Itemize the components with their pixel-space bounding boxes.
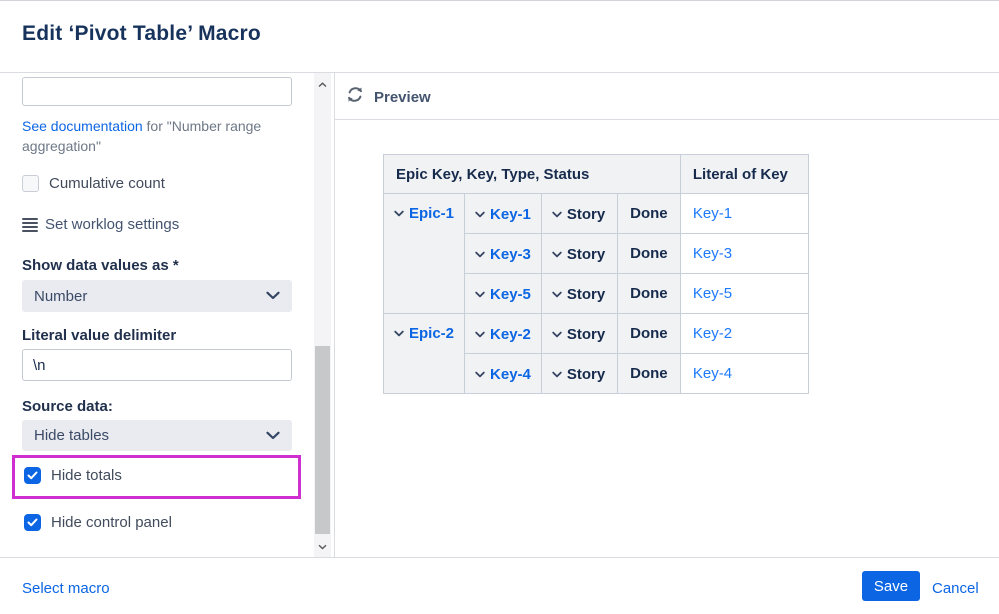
key-link[interactable]: Key-4	[490, 365, 531, 383]
status-cell: Done	[616, 313, 681, 354]
type-cell: Story	[540, 233, 618, 274]
key-cell: Key-4	[464, 353, 542, 394]
header-divider	[0, 72, 999, 73]
group-column-header: Epic Key, Key, Type, Status	[383, 154, 681, 194]
key-link[interactable]: Key-2	[490, 325, 531, 343]
documentation-note-text: for "Number range aggregation"	[22, 118, 262, 154]
hide-control-panel-checkbox[interactable]	[24, 514, 41, 531]
type-cell: Story	[540, 273, 618, 314]
scrollbar-thumb[interactable]	[315, 346, 330, 534]
save-button[interactable]: Save	[862, 571, 920, 601]
type-label: Story	[566, 285, 606, 303]
literal-cell: Key-2	[679, 313, 809, 354]
literal-cell: Key-1	[679, 193, 809, 234]
cumulative-count-row[interactable]: Cumulative count	[22, 175, 165, 192]
select-macro-link[interactable]: Select macro	[22, 580, 110, 597]
aggregation-input[interactable]	[22, 77, 292, 106]
source-data-select[interactable]: Hide tables	[22, 420, 292, 451]
epic-link[interactable]: Epic-1	[409, 205, 455, 222]
key-link[interactable]: Key-3	[490, 245, 531, 263]
status-cell: Done	[616, 353, 681, 394]
table-row: Key-4 Story Done Key-4	[384, 353, 809, 394]
type-label: Story	[566, 325, 606, 343]
literal-key-link[interactable]: Key-4	[692, 365, 733, 382]
worklog-settings-label: Set worklog settings	[45, 216, 180, 233]
literal-key-link[interactable]: Key-1	[692, 205, 733, 222]
literal-cell: Key-3	[679, 233, 809, 274]
hide-totals-label: Hide totals	[51, 467, 122, 484]
documentation-note: See documentation for "Number range aggr…	[22, 116, 302, 156]
preview-divider	[335, 119, 999, 120]
status-cell: Done	[616, 193, 681, 234]
key-cell: Key-5	[464, 273, 542, 314]
type-label: Story	[566, 245, 606, 263]
show-data-values-select[interactable]: Number	[22, 280, 292, 312]
literal-cell: Key-5	[679, 273, 809, 314]
epic-cell: Epic-2	[382, 313, 466, 394]
key-cell: Key-3	[464, 233, 542, 274]
panel-divider	[334, 73, 335, 558]
literal-key-link[interactable]: Key-2	[692, 325, 733, 342]
left-panel-scrollbar[interactable]	[314, 73, 331, 558]
see-documentation-link[interactable]: See documentation	[22, 118, 143, 134]
literal-cell: Key-4	[679, 353, 809, 394]
hide-totals-checkbox[interactable]	[24, 467, 41, 484]
show-data-values-label: Show data values as *	[22, 257, 179, 274]
literal-column-header: Literal of Key	[679, 154, 809, 194]
status-cell: Done	[616, 273, 681, 314]
cumulative-count-label: Cumulative count	[49, 175, 165, 192]
table-row: Epic-2 Key-2 Story Done Key-2	[382, 313, 809, 394]
literal-delimiter-input[interactable]	[22, 349, 292, 381]
annotation-highlight-box	[12, 455, 301, 499]
literal-key-link[interactable]: Key-5	[692, 285, 733, 302]
chevron-down-icon	[266, 287, 280, 305]
literal-key-link[interactable]: Key-3	[692, 245, 733, 262]
type-cell: Story	[540, 193, 618, 234]
page-title: Edit ‘Pivot Table’ Macro	[22, 22, 261, 45]
hide-totals-row[interactable]: Hide totals	[24, 467, 122, 484]
key-cell: Key-1	[464, 193, 542, 234]
refresh-icon[interactable]	[346, 86, 364, 108]
preview-title: Preview	[374, 88, 431, 106]
epic-cell: Epic-1	[382, 193, 466, 314]
literal-delimiter-label: Literal value delimiter	[22, 327, 177, 344]
show-data-values-value: Number	[34, 287, 88, 305]
scroll-down-icon[interactable]	[314, 539, 331, 554]
type-cell: Story	[540, 313, 618, 354]
epic-link[interactable]: Epic-2	[409, 325, 455, 342]
cancel-link[interactable]: Cancel	[932, 580, 979, 597]
preview-header: Preview	[346, 86, 431, 108]
hamburger-icon	[22, 217, 38, 232]
source-data-value: Hide tables	[34, 427, 110, 444]
cumulative-count-checkbox[interactable]	[22, 175, 39, 192]
key-link[interactable]: Key-1	[490, 205, 531, 223]
table-row: Epic-1 Key-1 Story Done Key-1	[382, 193, 809, 314]
chevron-down-icon	[266, 427, 280, 445]
source-data-label: Source data:	[22, 398, 113, 415]
type-cell: Story	[540, 353, 618, 394]
scroll-up-icon[interactable]	[314, 77, 331, 92]
table-row: Key-3 Story Done Key-3	[384, 233, 809, 274]
type-label: Story	[566, 365, 606, 383]
type-label: Story	[566, 205, 606, 223]
set-worklog-settings[interactable]: Set worklog settings	[22, 216, 179, 233]
hide-control-panel-row[interactable]: Hide control panel	[24, 514, 172, 531]
footer-divider	[0, 557, 999, 558]
table-row: Key-5 Story Done Key-5	[384, 273, 809, 314]
pivot-preview-table: Epic Key, Key, Type, Status Literal of Ke…	[382, 154, 809, 394]
hide-control-panel-label: Hide control panel	[51, 514, 172, 531]
key-link[interactable]: Key-5	[490, 285, 531, 303]
status-cell: Done	[616, 233, 681, 274]
key-cell: Key-2	[464, 313, 542, 354]
